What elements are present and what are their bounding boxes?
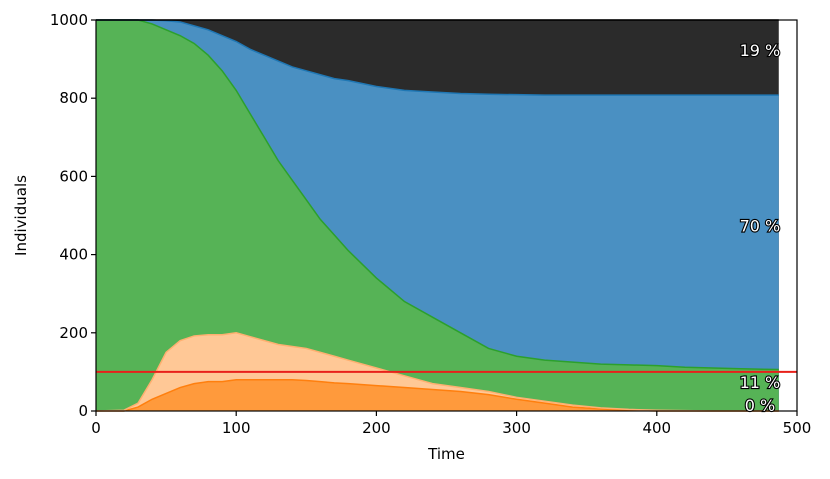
y-tick-label: 400 [59,246,88,264]
y-tick-label: 800 [59,89,88,107]
x-axis-label: Time [427,445,465,463]
y-tick-label: 600 [59,167,88,185]
x-tick-label: 300 [502,419,531,437]
y-axis-label: Individuals [12,175,30,256]
edge-green [96,19,779,371]
x-tick-label: 500 [783,419,812,437]
edge-light_orange [95,332,779,412]
y-axis: 0 200 400 600 800 1000 [50,11,96,420]
edge-blue [96,19,779,96]
y-tick-label: 0 [78,402,88,420]
percent-label: 0 % [745,396,775,415]
area-green [96,20,779,411]
plot-frame [95,19,798,412]
x-tick-label: 200 [362,419,391,437]
percent-annotations: 19 % 70 % 11 % 0 % [739,40,782,416]
x-tick-label: 100 [222,419,251,437]
x-tick-label: 0 [91,419,101,437]
area-layers [96,20,779,411]
area-dark_orange [96,379,779,411]
x-tick-label: 400 [642,419,671,437]
percent-label: 19 % [740,41,781,60]
x-axis: 0 100 200 300 400 500 [91,411,811,437]
percent-label: 11 % [740,373,781,392]
y-tick-label: 1000 [50,11,88,29]
edge-dark_orange [96,378,779,412]
percent-label: 70 % [740,217,781,236]
y-tick-label: 200 [59,324,88,342]
